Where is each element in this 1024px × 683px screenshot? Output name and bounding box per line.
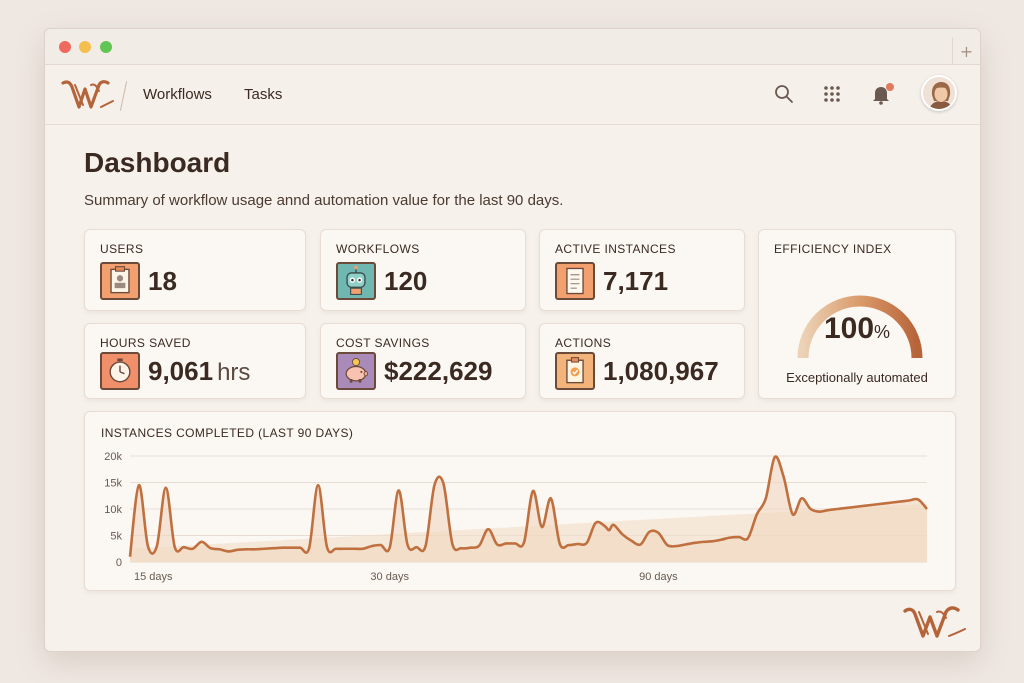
efficiency-caption: Exceptionally automated bbox=[786, 370, 928, 385]
y-tick-label: 0 bbox=[116, 557, 122, 569]
stat-value: 1,080,967 bbox=[603, 356, 719, 386]
stat-unit: hrs bbox=[217, 359, 251, 386]
y-tick-label: 5k bbox=[110, 531, 122, 543]
efficiency-gauge bbox=[797, 295, 923, 359]
app-header: Workflows Tasks bbox=[45, 65, 980, 125]
title-bar: + bbox=[45, 29, 980, 65]
y-tick-label: 20k bbox=[104, 451, 122, 463]
stat-value: 7,171 bbox=[603, 266, 669, 296]
apps-grid-icon[interactable] bbox=[821, 83, 843, 105]
robot-icon bbox=[336, 262, 376, 300]
brand-logo[interactable] bbox=[61, 77, 117, 113]
search-icon[interactable] bbox=[773, 83, 795, 105]
notification-badge bbox=[886, 83, 894, 91]
clipboard-check-icon bbox=[555, 352, 595, 390]
stat-label: HOURS SAVED bbox=[100, 336, 191, 350]
browser-window: + Workflows Tasks bbox=[44, 28, 981, 652]
stat-card-users[interactable]: USERS 18 bbox=[84, 229, 306, 311]
nav-workflows[interactable]: Workflows bbox=[143, 86, 212, 103]
instances-chart-card: INSTANCES COMPLETED (LAST 90 DAYS) 20k 15… bbox=[84, 411, 956, 591]
x-tick-label: 90 days bbox=[639, 571, 678, 583]
x-tick-label: 15 days bbox=[134, 571, 173, 583]
stat-label: USERS bbox=[100, 242, 144, 256]
minimize-window-button[interactable] bbox=[79, 41, 91, 53]
clock-icon bbox=[100, 352, 140, 390]
y-tick-label: 10k bbox=[104, 504, 122, 516]
stat-label: COST SAVINGS bbox=[336, 336, 430, 350]
chart-series-line bbox=[128, 455, 928, 557]
stat-card-active-instances[interactable]: ACTIVE INSTANCES 7,171 bbox=[539, 229, 745, 311]
instances-area-chart: 20k 15k 10k 5k 0 15 days 30 days 90 days bbox=[104, 451, 928, 583]
maximize-window-button[interactable] bbox=[100, 41, 112, 53]
document-icon bbox=[555, 262, 595, 300]
stat-value: 18 bbox=[148, 266, 177, 296]
stat-card-cost-savings[interactable]: COST SAVINGS $222,629 bbox=[320, 323, 526, 399]
stat-card-workflows[interactable]: WORKFLOWS 120 bbox=[320, 229, 526, 311]
new-tab-button[interactable]: + bbox=[952, 37, 980, 65]
close-window-button[interactable] bbox=[59, 41, 71, 53]
nav-tasks[interactable]: Tasks bbox=[244, 86, 283, 103]
logo-divider bbox=[119, 81, 128, 111]
chart-title: INSTANCES COMPLETED (LAST 90 DAYS) bbox=[101, 426, 354, 440]
id-badge-icon bbox=[100, 262, 140, 300]
efficiency-index-card[interactable]: EFFICIENCY INDEX 100% Exceptionally auto… bbox=[758, 229, 956, 399]
stat-value: 9,061 hrs bbox=[148, 356, 251, 386]
brand-watermark-logo bbox=[903, 606, 966, 638]
user-avatar-icon bbox=[923, 77, 955, 109]
stat-label: ACTIVE INSTANCES bbox=[555, 242, 676, 256]
stat-label: ACTIONS bbox=[555, 336, 612, 350]
piggy-bank-icon bbox=[336, 352, 376, 390]
x-tick-label: 30 days bbox=[370, 571, 409, 583]
page-subtitle: Summary of workflow usage annd automatio… bbox=[84, 192, 564, 209]
stat-card-hours-saved[interactable]: HOURS SAVED 9,061 hrs bbox=[84, 323, 306, 399]
y-tick-label: 15k bbox=[104, 478, 122, 490]
page-title: Dashboard bbox=[84, 147, 231, 178]
bell-icon[interactable] bbox=[870, 83, 892, 105]
dashboard-content: Dashboard Summary of workflow usage annd… bbox=[45, 125, 980, 651]
efficiency-value: 100% bbox=[823, 312, 891, 345]
efficiency-label: EFFICIENCY INDEX bbox=[774, 242, 892, 256]
stat-value: 120 bbox=[384, 266, 428, 296]
stat-label: WORKFLOWS bbox=[336, 242, 420, 256]
stat-card-actions[interactable]: ACTIONS 1,080,967 bbox=[539, 323, 745, 399]
chart-area-fill bbox=[130, 456, 927, 562]
avatar[interactable] bbox=[921, 75, 957, 111]
stat-value: $222,629 bbox=[384, 356, 493, 386]
